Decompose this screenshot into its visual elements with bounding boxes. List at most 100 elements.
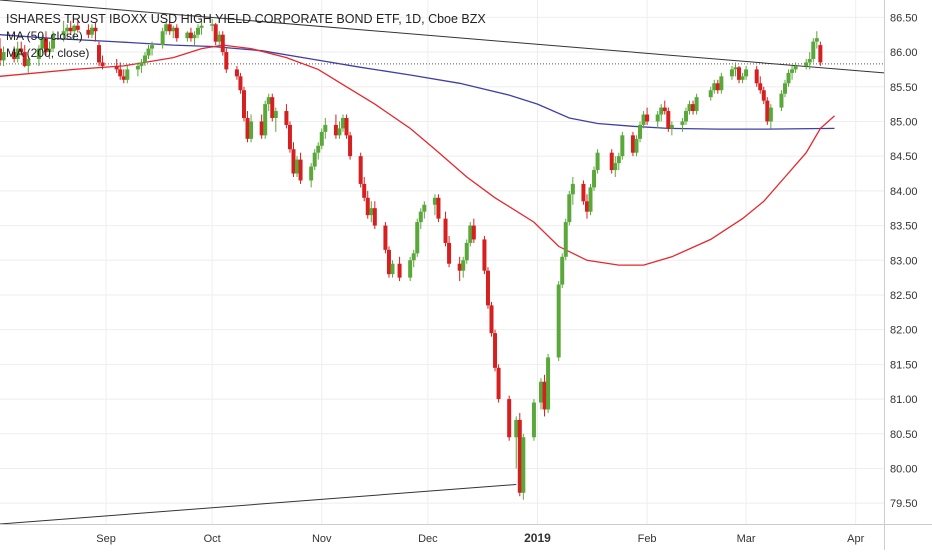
candle-body bbox=[489, 305, 494, 334]
candle-body bbox=[620, 135, 625, 157]
candle-body bbox=[383, 225, 388, 250]
ma50-legend[interactable]: MA (50, close) bbox=[6, 29, 83, 43]
time-tick-label: Nov bbox=[312, 533, 332, 545]
candle bbox=[234, 65, 239, 80]
ma200-legend[interactable]: MA (200, close) bbox=[6, 46, 90, 60]
price-tick-label: 86.50 bbox=[890, 12, 918, 24]
candle-body bbox=[468, 225, 473, 243]
candle-body bbox=[729, 69, 734, 77]
candle-body bbox=[782, 83, 787, 94]
candle-body bbox=[192, 34, 197, 39]
candle-body bbox=[146, 48, 151, 56]
candle bbox=[40, 34, 45, 54]
candle bbox=[507, 395, 512, 441]
candle bbox=[174, 24, 179, 42]
candle-body bbox=[114, 65, 119, 70]
candle-body bbox=[443, 218, 448, 243]
candle bbox=[12, 46, 17, 63]
candle-body bbox=[595, 152, 600, 171]
candle bbox=[408, 256, 413, 282]
candle-body bbox=[715, 83, 720, 91]
candle-body bbox=[89, 27, 94, 35]
candle-body bbox=[167, 24, 172, 32]
candle bbox=[768, 104, 773, 129]
price-tick-label: 85.50 bbox=[890, 82, 918, 94]
candle-body bbox=[645, 114, 650, 122]
candle-body bbox=[358, 156, 363, 184]
candle bbox=[362, 176, 367, 202]
candle-body bbox=[584, 201, 589, 212]
trendline-layer[interactable] bbox=[0, 0, 885, 525]
candle bbox=[386, 246, 391, 278]
candle bbox=[0, 38, 2, 66]
candle-body bbox=[72, 25, 77, 32]
candle-body bbox=[733, 67, 738, 70]
candle-body bbox=[125, 69, 130, 80]
candle bbox=[167, 20, 172, 35]
candle-body bbox=[461, 260, 466, 271]
candle-body bbox=[36, 48, 41, 59]
candle bbox=[609, 149, 614, 174]
candle-body bbox=[786, 72, 791, 84]
candle bbox=[68, 20, 73, 35]
candle-body bbox=[217, 34, 222, 42]
candle-body bbox=[270, 97, 275, 118]
candle bbox=[655, 111, 660, 129]
candle-body bbox=[521, 437, 526, 493]
candle bbox=[146, 45, 151, 59]
candle bbox=[482, 235, 487, 275]
candle-body bbox=[164, 24, 169, 32]
time-tick-label: Sep bbox=[96, 533, 116, 545]
price-tick-label: 86.00 bbox=[890, 47, 918, 59]
candle-body bbox=[754, 69, 759, 84]
price-axis[interactable]: 79.50 80.00 80.50 81.00 81.50 82.00 82.50 83.00… bbox=[884, 0, 918, 550]
candle-body bbox=[93, 27, 98, 32]
candle-body bbox=[691, 104, 696, 112]
time-axis[interactable]: Sep Oct Nov Dec 2019 Feb Mar Apr bbox=[0, 524, 932, 546]
price-tick-label: 80.50 bbox=[890, 429, 918, 441]
candle bbox=[411, 249, 416, 268]
candle bbox=[65, 24, 70, 39]
candle bbox=[496, 364, 501, 403]
candle bbox=[737, 65, 742, 84]
candle bbox=[786, 69, 791, 87]
candle-body bbox=[65, 27, 70, 32]
candle-body bbox=[712, 83, 717, 91]
candle bbox=[192, 31, 197, 46]
candle bbox=[645, 107, 650, 125]
candle-body bbox=[241, 90, 246, 118]
candle bbox=[188, 27, 193, 42]
candle bbox=[570, 176, 575, 205]
candle bbox=[630, 131, 635, 157]
candle bbox=[397, 256, 402, 282]
candle bbox=[531, 399, 536, 441]
candle bbox=[358, 152, 363, 188]
candle bbox=[36, 45, 41, 66]
candle-body bbox=[432, 197, 437, 205]
candle-body bbox=[616, 156, 621, 164]
candle bbox=[422, 201, 427, 219]
candle bbox=[43, 31, 48, 56]
candle bbox=[291, 142, 296, 177]
candle-body bbox=[220, 34, 225, 53]
candle-body bbox=[588, 187, 593, 212]
ma50-line bbox=[0, 44, 835, 266]
candle-body bbox=[47, 48, 52, 53]
candle bbox=[47, 41, 52, 59]
candle bbox=[86, 24, 91, 39]
candle bbox=[666, 107, 671, 132]
candle-body bbox=[199, 25, 204, 28]
candle-body bbox=[683, 111, 688, 122]
candle bbox=[447, 235, 452, 268]
candle bbox=[383, 222, 388, 254]
candle bbox=[733, 62, 738, 77]
candle-body bbox=[266, 97, 271, 105]
candle-body bbox=[309, 166, 314, 181]
candle-body bbox=[790, 69, 795, 73]
candle-body bbox=[765, 100, 770, 122]
candle bbox=[804, 58, 809, 70]
candle bbox=[782, 79, 787, 98]
candle bbox=[744, 65, 749, 80]
candle-body bbox=[295, 159, 300, 174]
